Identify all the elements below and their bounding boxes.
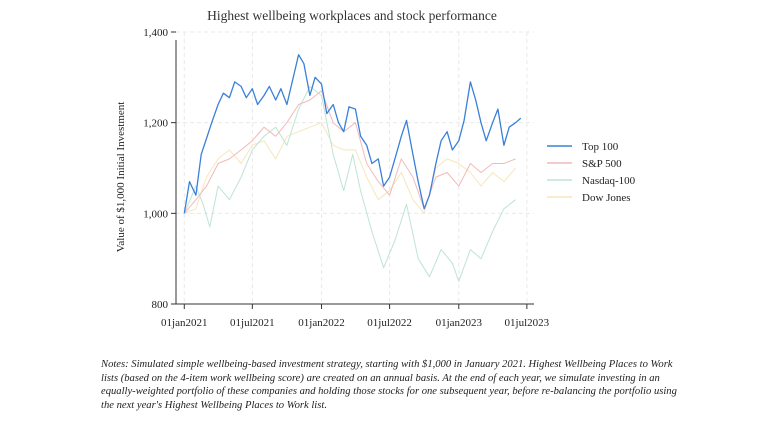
x-tick-label: 01jul2022: [367, 317, 412, 329]
series-line-s-p-500: [183, 90, 516, 214]
legend-label-s-p-500: S&P 500: [582, 158, 622, 170]
chart: Highest wellbeing workplaces and stock p…: [115, 8, 636, 329]
legend-label-dow-jones: Dow Jones: [582, 192, 631, 204]
y-tick-label: 1,200: [143, 118, 168, 130]
y-tick-label: 800: [152, 299, 169, 311]
y-tick-label: 1,000: [143, 208, 168, 220]
x-tick-label: 01jul2021: [230, 317, 275, 329]
x-tick-label: 01jan2022: [298, 317, 344, 329]
chart-title: Highest wellbeing workplaces and stock p…: [207, 8, 497, 23]
x-axis-ticks: 01jan2021 01jul2021 01jan2022 01jul2022 01ja…: [161, 304, 550, 329]
series-lines: [183, 54, 522, 282]
gridlines: [176, 31, 534, 305]
legend-label-nasdaq-100: Nasdaq-100: [582, 175, 636, 187]
x-tick-label: 01jul2023: [505, 317, 550, 329]
series-line-dow-jones: [184, 122, 516, 214]
y-axis-ticks: 800 1,000 1,200 1,400: [143, 27, 176, 311]
axes: [175, 40, 534, 305]
series-line-top-100: [183, 54, 522, 214]
chart-notes: Notes: Simulated simple wellbeing-based …: [101, 359, 677, 411]
y-tick-label: 1,400: [143, 27, 168, 39]
series-line-nasdaq-100: [183, 85, 516, 282]
y-axis-label: Value of $1,000 Initial Investment: [115, 102, 127, 253]
x-tick-label: 01jan2021: [161, 317, 207, 329]
x-tick-label: 01jan2023: [436, 317, 483, 329]
legend: Top 100 S&P 500 Nasdaq-100 Dow Jones: [547, 141, 636, 204]
legend-label-top-100: Top 100: [582, 141, 619, 153]
